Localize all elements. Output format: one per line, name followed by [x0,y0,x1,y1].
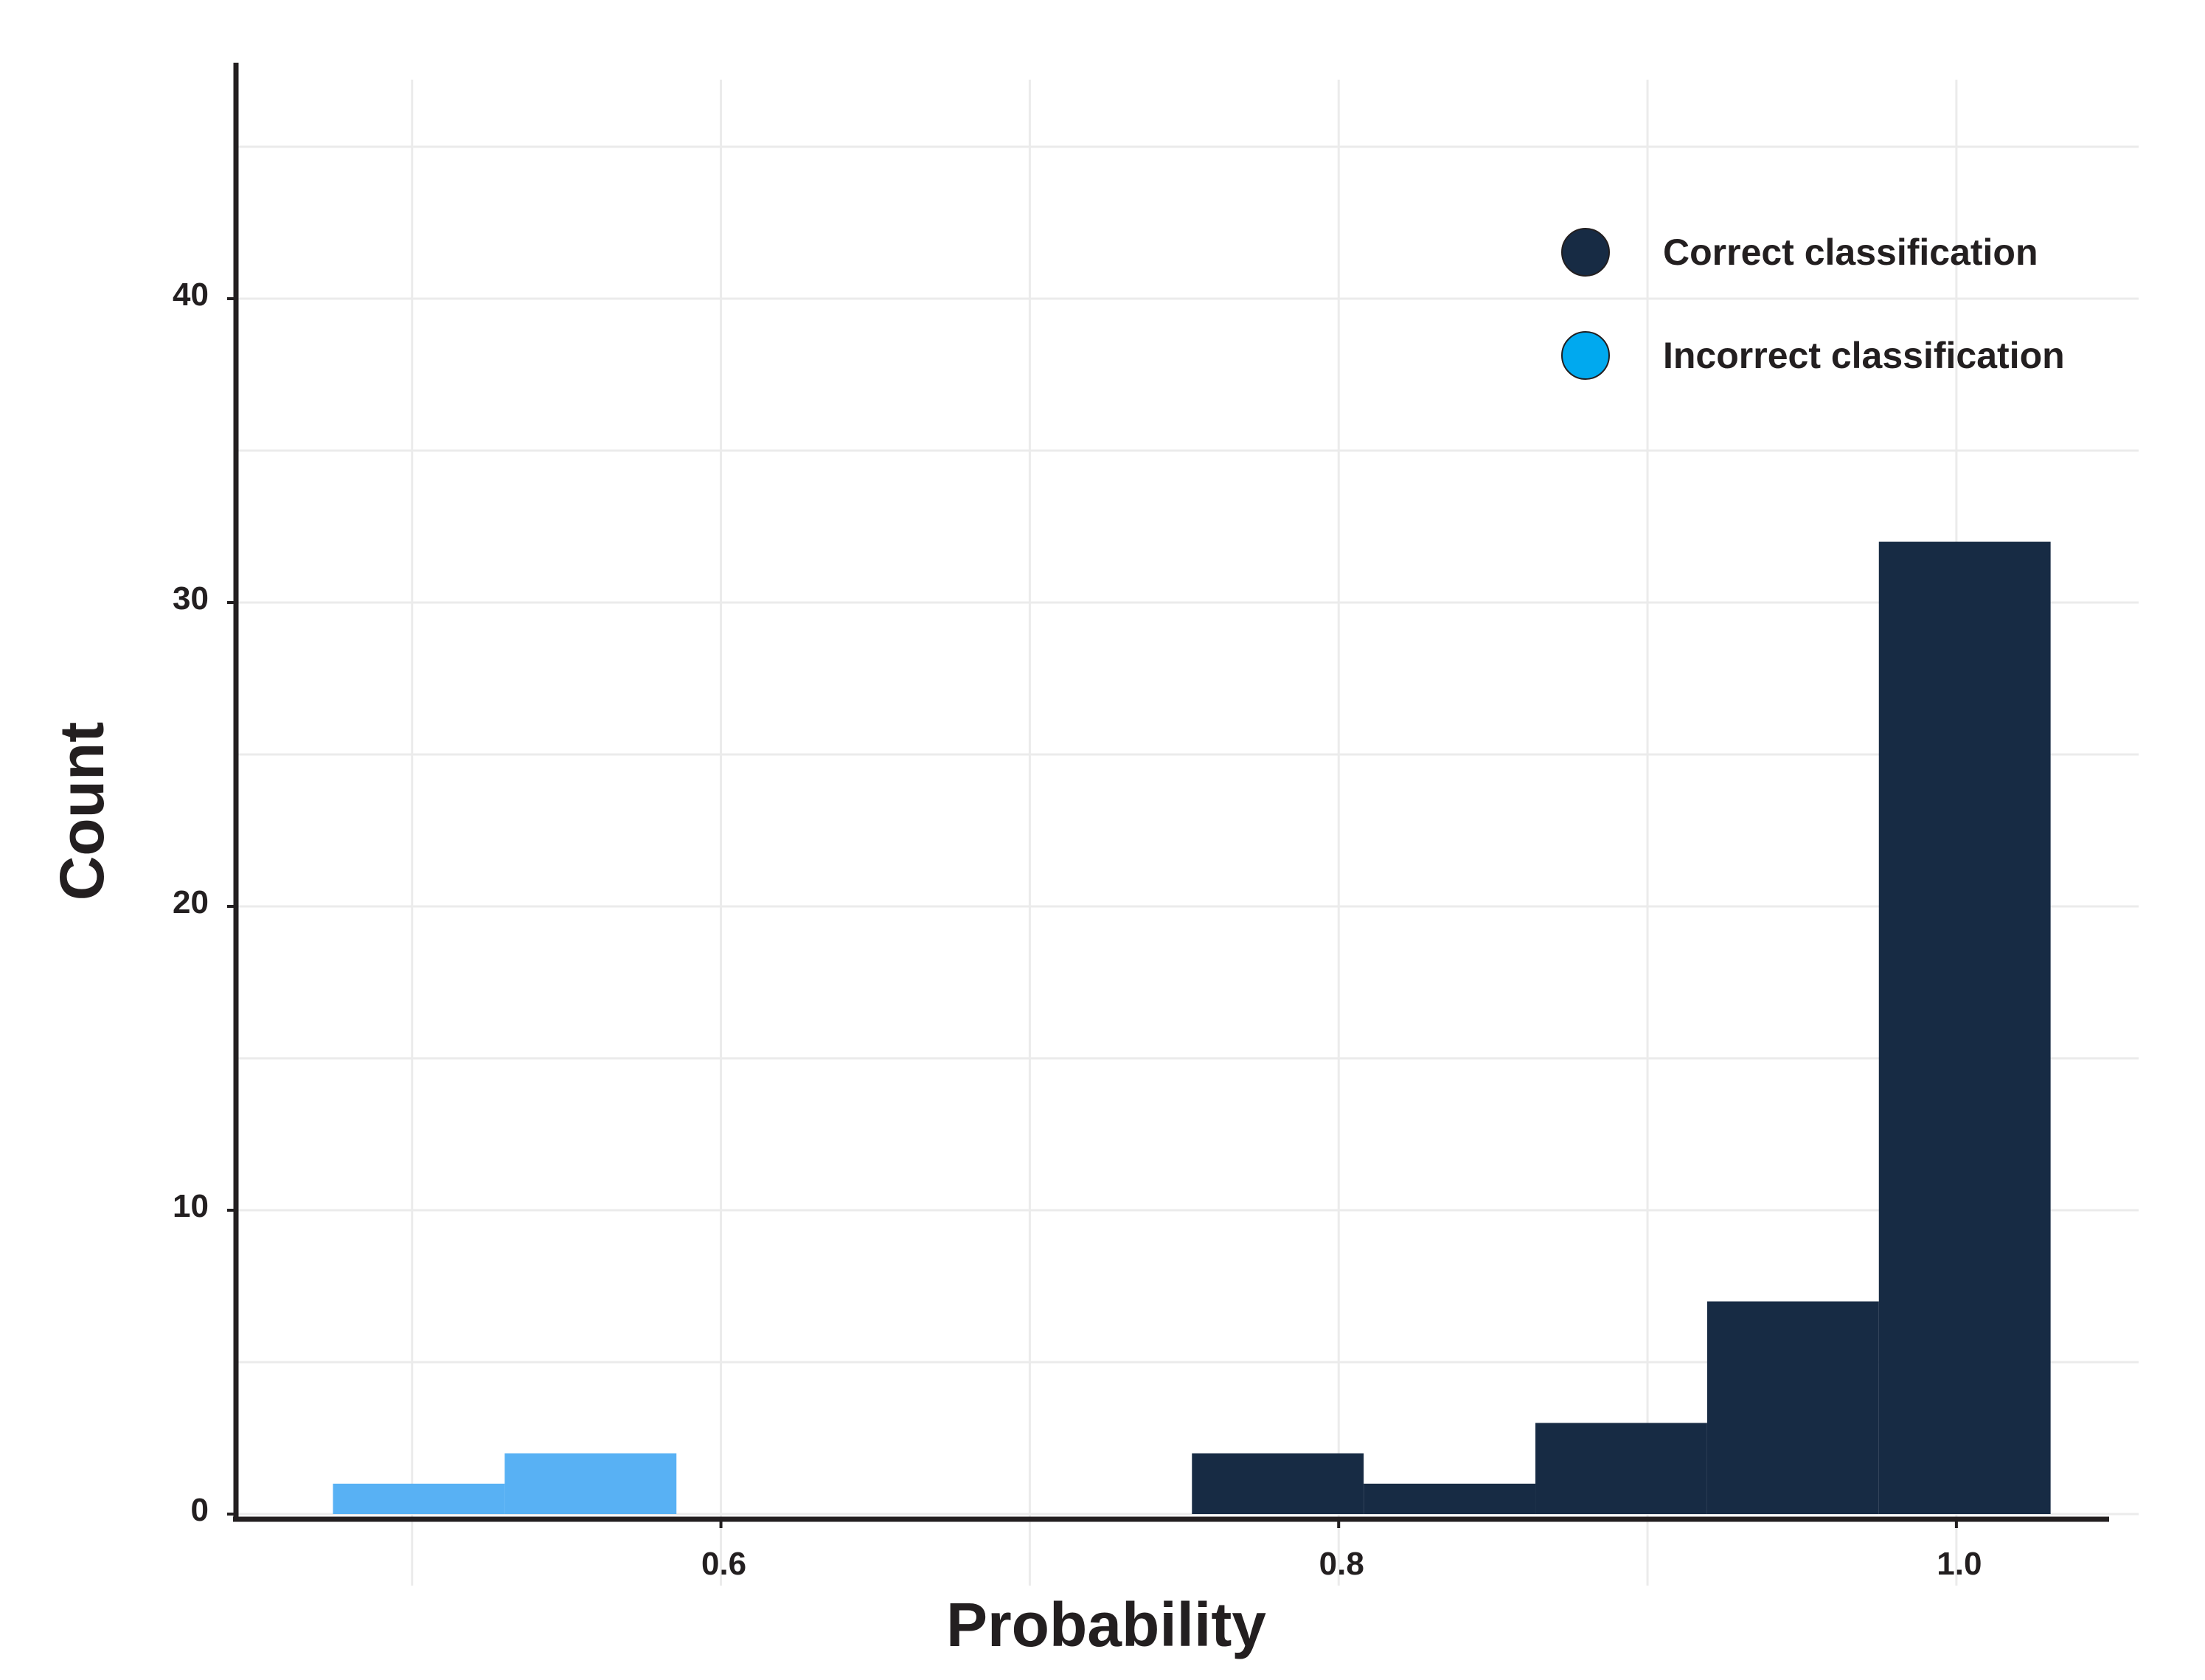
y-tick-label: 30 [173,580,209,617]
y-tick-label: 0 [191,1492,209,1528]
histogram-bar [1364,1483,1536,1514]
histogram-bar [1192,1453,1364,1514]
histogram-bar [1535,1423,1707,1514]
legend-marker [1561,228,1610,277]
axes [227,63,2109,1528]
histogram-bar [1878,541,2051,1514]
legend-marker [1561,331,1610,380]
x-tick-label: 1.0 [1937,1546,1982,1582]
tick-labels: 0 10 20 30 40 0.6 0.8 1.0 [173,277,1982,1582]
legend: Correct classification Incorrect classifi… [1561,228,2065,380]
x-tick-label: 0.8 [1319,1546,1364,1582]
legend-label: Correct classification [1663,232,2038,273]
y-tick-label: 10 [173,1188,209,1224]
histogram-bar [333,1483,505,1514]
histogram-bars [333,541,2051,1514]
x-tick-label: 0.6 [701,1546,746,1582]
y-tick-label: 20 [173,884,209,920]
y-axis-title: Count [47,722,117,901]
histogram-bar [1706,1301,1879,1514]
histogram-bar [504,1453,677,1514]
x-axis-title: Probability [946,1590,1266,1659]
y-tick-label: 40 [173,277,209,313]
legend-label: Incorrect classification [1663,335,2065,376]
